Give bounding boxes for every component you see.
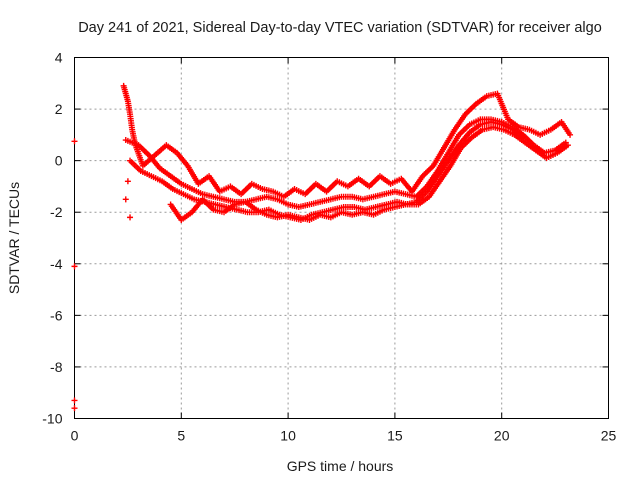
data-point bbox=[124, 178, 131, 185]
data-point bbox=[71, 263, 78, 270]
plot-frame bbox=[74, 57, 609, 419]
grid bbox=[74, 57, 609, 419]
data-point bbox=[122, 196, 129, 203]
y-tick-label: 2 bbox=[55, 101, 63, 117]
axis-ticks: 0 5 10 15 20 25 -10 -8 -6 -4 -2 0 2 4 bbox=[42, 50, 616, 444]
x-tick-label: 25 bbox=[601, 428, 617, 444]
data-point bbox=[71, 405, 78, 412]
data-point bbox=[127, 214, 134, 221]
data-points bbox=[71, 82, 574, 412]
y-tick-label: 4 bbox=[55, 50, 63, 66]
y-tick-label: -10 bbox=[42, 411, 62, 427]
data-point bbox=[71, 397, 78, 404]
chart-title: Day 241 of 2021, Sidereal Day-to-day VTE… bbox=[78, 20, 602, 36]
x-axis-label: GPS time / hours bbox=[287, 458, 394, 474]
data-point bbox=[567, 131, 574, 138]
y-tick-label: -8 bbox=[50, 359, 63, 375]
data-point bbox=[71, 138, 78, 145]
y-tick-label: -2 bbox=[50, 204, 63, 220]
y-tick-label: -6 bbox=[50, 307, 63, 323]
data-point bbox=[564, 142, 571, 149]
y-axis-label: SDTVAR / TECUs bbox=[6, 182, 22, 294]
x-tick-label: 10 bbox=[280, 428, 296, 444]
y-tick-label: 0 bbox=[55, 153, 63, 169]
x-tick-label: 15 bbox=[387, 428, 403, 444]
y-tick-label: -4 bbox=[50, 256, 63, 272]
x-tick-label: 5 bbox=[177, 428, 185, 444]
data-point bbox=[520, 134, 527, 141]
x-tick-label: 20 bbox=[494, 428, 510, 444]
x-tick-label: 0 bbox=[71, 428, 79, 444]
